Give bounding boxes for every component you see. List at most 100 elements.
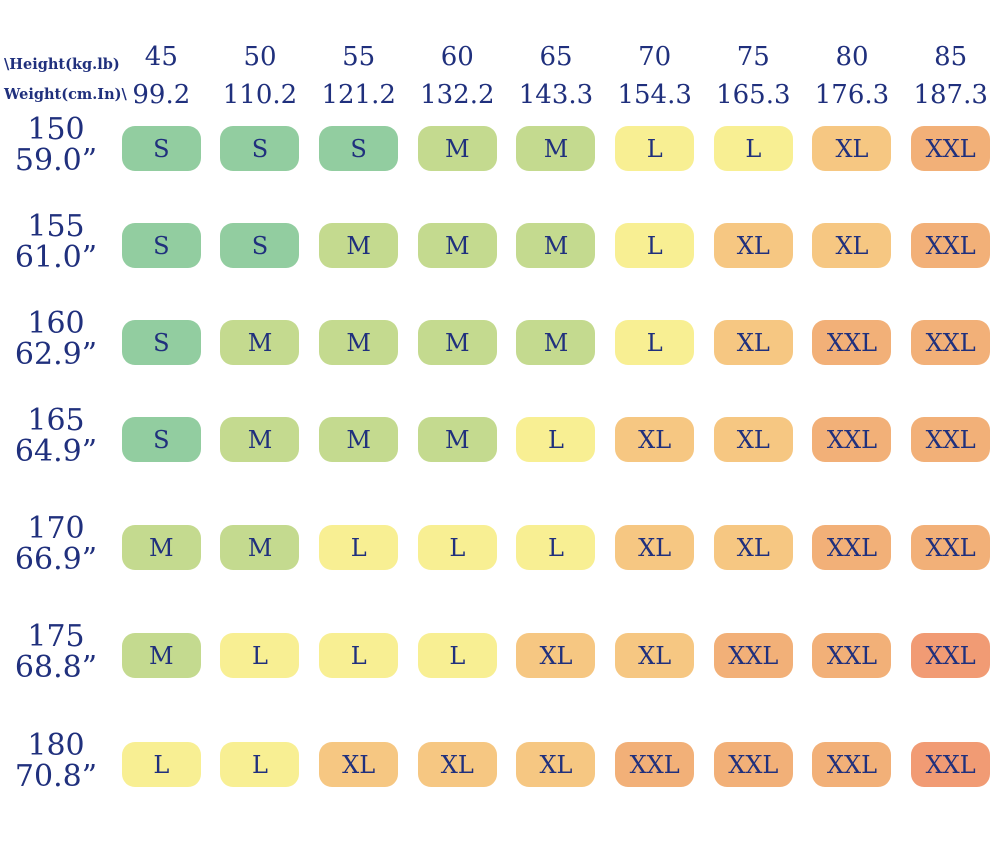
size-cell: XL — [713, 525, 793, 570]
size-cell: XL — [615, 417, 695, 462]
column-lb-value: 165.3 — [716, 80, 791, 110]
row-inch-value: 68.8” — [14, 650, 98, 685]
size-cell: XXL — [812, 320, 892, 365]
row-header-170cm: 170 66.9” — [15, 513, 97, 575]
size-cell: L — [319, 525, 399, 570]
size-cell: L — [615, 320, 695, 365]
row-header-180cm: 180 70.8” — [15, 730, 97, 792]
column-header-45kg: 45 99.2 — [112, 0, 211, 126]
column-kg-value: 45 — [144, 42, 178, 72]
row-inch-value: 64.9” — [14, 434, 98, 469]
row-cm-value: 180 — [27, 728, 85, 763]
size-cell: XL — [319, 742, 399, 787]
size-cell: S — [220, 223, 300, 268]
size-cell: M — [319, 320, 399, 365]
size-cell: XXL — [911, 417, 991, 462]
column-header-80kg: 80 176.3 — [803, 0, 902, 126]
column-header-50kg: 50 110.2 — [211, 0, 310, 126]
row-cm-value: 175 — [27, 619, 85, 654]
corner-height-label: \Height(kg.lb) — [4, 56, 120, 73]
size-cell: XL — [812, 223, 892, 268]
size-cell: XXL — [911, 126, 991, 171]
row-cm-value: 165 — [27, 403, 85, 438]
column-header-55kg: 55 121.2 — [309, 0, 408, 126]
size-cell: M — [417, 223, 497, 268]
size-cell: M — [220, 417, 300, 462]
size-cell: L — [220, 742, 300, 787]
column-lb-value: 143.3 — [518, 80, 594, 110]
column-header-85kg: 85 187.3 — [901, 0, 1000, 126]
size-cell: S — [121, 126, 201, 171]
row-cm-value: 150 — [27, 112, 85, 147]
size-cell: M — [220, 320, 300, 365]
size-cell: XL — [417, 742, 497, 787]
size-cell: XXL — [911, 320, 991, 365]
size-cell: M — [417, 320, 497, 365]
size-cell: L — [713, 126, 793, 171]
column-lb-value: 154.3 — [617, 80, 692, 110]
column-lb-value: 121.2 — [321, 80, 396, 110]
row-cm-value: 155 — [27, 209, 85, 244]
row-cm-value: 170 — [27, 511, 85, 546]
column-lb-value: 110.2 — [222, 80, 298, 110]
column-header-70kg: 70 154.3 — [605, 0, 704, 126]
column-kg-value: 50 — [243, 42, 277, 72]
size-cell: M — [516, 223, 596, 268]
size-cell: XXL — [713, 633, 793, 678]
row-inch-value: 62.9” — [14, 337, 98, 372]
size-cell: S — [220, 126, 300, 171]
row-header-155cm: 155 61.0” — [15, 211, 97, 273]
column-lb-value: 187.3 — [913, 80, 988, 110]
row-header-160cm: 160 62.9” — [15, 308, 97, 370]
size-cell: XL — [812, 126, 892, 171]
column-kg-value: 65 — [539, 42, 573, 72]
size-cell: L — [417, 633, 497, 678]
column-header-65kg: 65 143.3 — [507, 0, 606, 126]
size-cell: XL — [713, 417, 793, 462]
size-cell: L — [121, 742, 201, 787]
size-cell: L — [615, 126, 695, 171]
column-kg-value: 75 — [736, 42, 770, 72]
corner-weight-label: Weight(cm.In)\ — [4, 86, 127, 103]
size-cell: XL — [615, 525, 695, 570]
size-cell: M — [516, 320, 596, 365]
size-cell: XXL — [812, 417, 892, 462]
size-cell: L — [417, 525, 497, 570]
size-cell: S — [121, 320, 201, 365]
size-cell: M — [417, 126, 497, 171]
size-cell: XXL — [911, 223, 991, 268]
row-header-150cm: 150 59.0” — [15, 114, 97, 176]
size-cell: XL — [713, 223, 793, 268]
size-cell: XL — [516, 742, 596, 787]
size-cell: L — [615, 223, 695, 268]
axis-corner-label: \Height(kg.lb) Weight(cm.In)\ — [0, 0, 127, 126]
size-cell: XXL — [911, 525, 991, 570]
column-lb-value: 99.2 — [132, 80, 191, 110]
row-header-165cm: 165 64.9” — [15, 405, 97, 467]
row-cm-value: 160 — [27, 306, 85, 341]
size-cell: M — [121, 525, 201, 570]
size-cell: XXL — [713, 742, 793, 787]
size-cell: L — [516, 417, 596, 462]
size-cell: XL — [516, 633, 596, 678]
column-kg-value: 70 — [638, 42, 672, 72]
column-lb-value: 176.3 — [814, 80, 890, 110]
size-cell: XL — [713, 320, 793, 365]
column-kg-value: 60 — [440, 42, 474, 72]
column-header-75kg: 75 165.3 — [704, 0, 803, 126]
size-cell: XXL — [615, 742, 695, 787]
row-inch-value: 61.0” — [14, 240, 98, 275]
size-cell: S — [121, 223, 201, 268]
row-inch-value: 70.8” — [14, 759, 98, 794]
size-cell: XXL — [812, 633, 892, 678]
size-cell: L — [220, 633, 300, 678]
column-lb-value: 132.2 — [420, 80, 495, 110]
size-cell: L — [516, 525, 596, 570]
size-cell: XXL — [812, 742, 892, 787]
size-cell: S — [319, 126, 399, 171]
column-kg-value: 55 — [342, 42, 376, 72]
column-kg-value: 85 — [934, 42, 968, 72]
column-header-60kg: 60 132.2 — [408, 0, 507, 126]
size-cell: XXL — [911, 633, 991, 678]
